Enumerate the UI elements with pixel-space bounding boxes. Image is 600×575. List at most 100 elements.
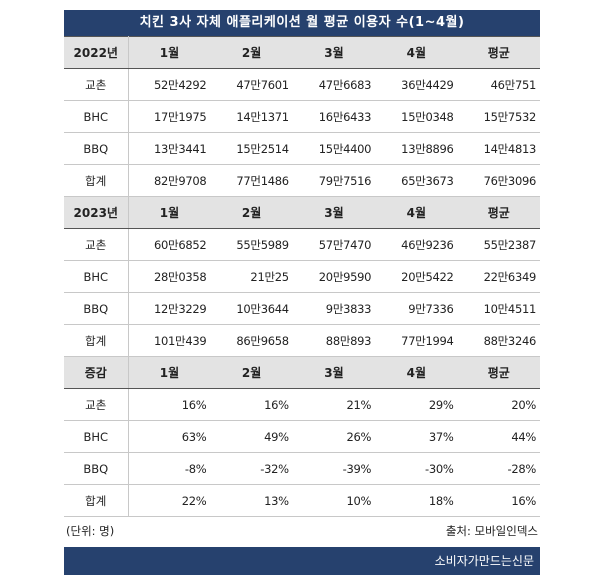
- table-row: 교촌 60만6852 55만5989 57만7470 46만9236 55만2387: [64, 228, 540, 261]
- table-cell: 12만3229: [128, 292, 211, 325]
- table-cell: 28만0358: [128, 260, 211, 293]
- table-cell: 9만7336: [375, 292, 458, 325]
- table-cell: 15만4400: [292, 132, 376, 165]
- table-cell: -30%: [375, 452, 458, 485]
- table-cell: 60만6852: [128, 228, 211, 261]
- table-row: BBQ -8% -32% -39% -30% -28%: [64, 452, 540, 485]
- column-header: 1월: [128, 36, 211, 69]
- table-cell: 101만439: [128, 324, 211, 357]
- table-cell: 55만2387: [457, 228, 540, 261]
- table-cell: 77만1994: [375, 324, 458, 357]
- table-cell: 76만3096: [457, 164, 540, 197]
- column-header: 평균: [457, 356, 540, 389]
- table-row: 교촌 52만4292 47만7601 47만6683 36만4429 46만751: [64, 68, 540, 101]
- table-cell: 13만8896: [375, 132, 458, 165]
- table-cell: 16만6433: [292, 100, 376, 133]
- section-label: 2023년: [64, 196, 129, 229]
- row-label: BHC: [64, 420, 129, 453]
- row-label: 합계: [64, 324, 129, 357]
- table-cell: 15만7532: [457, 100, 540, 133]
- column-header: 2월: [210, 356, 293, 389]
- table-cell: 37%: [375, 420, 458, 453]
- section-header-row: 2023년 1월 2월 3월 4월 평균: [64, 196, 540, 229]
- column-header: 3월: [292, 36, 376, 69]
- section-label: 2022년: [64, 36, 129, 69]
- table-row: 합계 82만9708 77먼1486 79만7516 65만3673 76만3096: [64, 164, 540, 197]
- row-label: BBQ: [64, 452, 129, 485]
- table-cell: 52만4292: [128, 68, 211, 101]
- row-label: 교촌: [64, 228, 129, 261]
- table-cell: 20만5422: [375, 260, 458, 293]
- table-footer: (단위: 명) 출처: 모바일인덱스: [64, 517, 540, 539]
- table-cell: 22%: [128, 484, 211, 517]
- data-table: 2022년 1월 2월 3월 4월 평균 교촌 52만4292 47만7601 47만6683 36…: [64, 36, 540, 517]
- table-cell: 86만9658: [210, 324, 293, 357]
- column-header: 평균: [457, 196, 540, 229]
- table-cell: 47만7601: [210, 68, 293, 101]
- table-cell: 21만25: [210, 260, 293, 293]
- table-cell: 36만4429: [375, 68, 458, 101]
- table-cell: 13만3441: [128, 132, 211, 165]
- table-title: 치킨 3사 자체 애플리케이션 월 평균 이용자 수(1~4월): [64, 10, 540, 36]
- table-cell: 26%: [292, 420, 376, 453]
- column-header: 4월: [375, 356, 458, 389]
- table-cell: 15만0348: [375, 100, 458, 133]
- table-row: 교촌 16% 16% 21% 29% 20%: [64, 388, 540, 421]
- column-header: 4월: [375, 196, 458, 229]
- table-cell: 63%: [128, 420, 211, 453]
- table-cell: 18%: [375, 484, 458, 517]
- infographic: 치킨 3사 자체 애플리케이션 월 평균 이용자 수(1~4월) 2022년 1월…: [64, 10, 540, 575]
- table-cell: 57만7470: [292, 228, 376, 261]
- table-cell: 46만751: [457, 68, 540, 101]
- table-cell: 21%: [292, 388, 376, 421]
- table-cell: 88만3246: [457, 324, 540, 357]
- table-row: BHC 63% 49% 26% 37% 44%: [64, 420, 540, 453]
- table-cell: 22만6349: [457, 260, 540, 293]
- row-label: BBQ: [64, 132, 129, 165]
- row-label: BHC: [64, 100, 129, 133]
- publisher-name: 소비자가만드는신문: [434, 554, 534, 568]
- table-cell: 17만1975: [128, 100, 211, 133]
- column-header: 2월: [210, 36, 293, 69]
- table-cell: 9만3833: [292, 292, 376, 325]
- table-cell: 14만1371: [210, 100, 293, 133]
- table-cell: 82만9708: [128, 164, 211, 197]
- table-row: BBQ 13만3441 15만2514 15만4400 13만8896 14만4813: [64, 132, 540, 165]
- column-header: 4월: [375, 36, 458, 69]
- table-cell: 79만7516: [292, 164, 376, 197]
- table-cell: 13%: [210, 484, 293, 517]
- publisher-bar: 소비자가만드는신문: [64, 547, 540, 575]
- table-cell: -28%: [457, 452, 540, 485]
- table-cell: 10만3644: [210, 292, 293, 325]
- table-cell: 20%: [457, 388, 540, 421]
- table-cell: 55만5989: [210, 228, 293, 261]
- table-cell: 88만893: [292, 324, 376, 357]
- row-label: 교촌: [64, 68, 129, 101]
- table-cell: 14만4813: [457, 132, 540, 165]
- table-row: BBQ 12만3229 10만3644 9만3833 9만7336 10만4511: [64, 292, 540, 325]
- column-header: 3월: [292, 356, 376, 389]
- row-label: BHC: [64, 260, 129, 293]
- table-row: 합계 101만439 86만9658 88만893 77만1994 88만3246: [64, 324, 540, 357]
- table-cell: 10만4511: [457, 292, 540, 325]
- table-cell: 44%: [457, 420, 540, 453]
- table-cell: 65만3673: [375, 164, 458, 197]
- column-header: 평균: [457, 36, 540, 69]
- column-header: 1월: [128, 196, 211, 229]
- table-cell: 16%: [210, 388, 293, 421]
- row-label: BBQ: [64, 292, 129, 325]
- source-note: 출처: 모바일인덱스: [445, 524, 538, 538]
- row-label: 합계: [64, 484, 129, 517]
- section-label: 증감: [64, 356, 129, 389]
- table-cell: 77먼1486: [210, 164, 293, 197]
- table-cell: -39%: [292, 452, 376, 485]
- table-cell: 16%: [457, 484, 540, 517]
- column-header: 1월: [128, 356, 211, 389]
- table-cell: 20만9590: [292, 260, 376, 293]
- table-cell: 46만9236: [375, 228, 458, 261]
- table-cell: -8%: [128, 452, 211, 485]
- column-header: 3월: [292, 196, 376, 229]
- table-cell: 49%: [210, 420, 293, 453]
- table-cell: 16%: [128, 388, 211, 421]
- section-header-row: 증감 1월 2월 3월 4월 평균: [64, 356, 540, 389]
